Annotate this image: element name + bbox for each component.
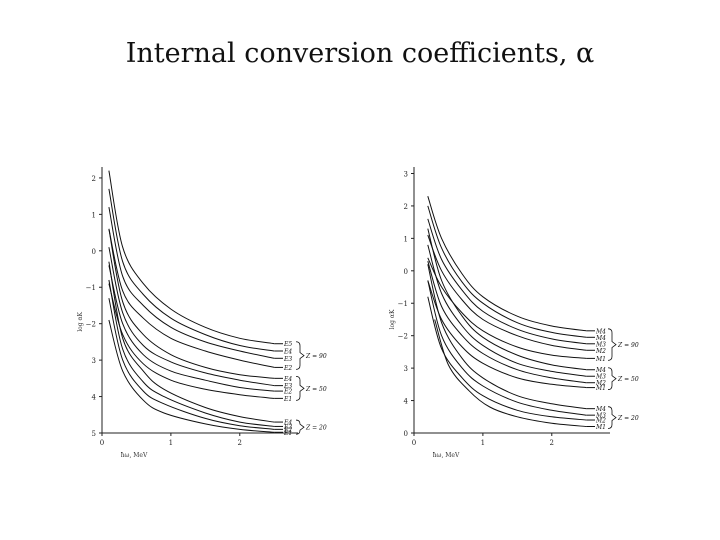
chart-0-x-tick-label-2: 2 (238, 439, 242, 447)
chart-0-series-line-9 (108, 279, 275, 427)
chart-1-series-line-1 (427, 205, 587, 338)
chart-1-series-line-0 (427, 196, 587, 332)
chart-0-series-label-4: E4 (283, 376, 292, 383)
chart-1-y-axis-label: log αK (389, 309, 396, 329)
chart-0-series-line-5 (108, 247, 275, 387)
chart-0-y-tick-label-4: −2 (86, 321, 96, 329)
chart-0-series-line-10 (108, 298, 275, 430)
chart-0-x-tick-label-0: 0 (100, 439, 104, 447)
chart-0-series-line-3 (108, 228, 275, 368)
chart-0-series-label-3: E2 (283, 365, 292, 372)
chart-0-y-tick-label-5: 3 (92, 357, 96, 365)
chart-0-group-label-2: Z = 20 (305, 425, 327, 432)
chart-1-series-line-3 (427, 234, 587, 351)
chart-0-series-line-8 (108, 261, 275, 423)
chart-1-group-brace-1 (607, 367, 617, 390)
chart-0-series-line-2 (108, 207, 275, 359)
chart-1-group-brace-0 (607, 328, 617, 361)
chart-1-series-label-0: M4 (595, 328, 606, 335)
chart-1-series-line-12 (434, 319, 587, 427)
chart-0-group-label-0: Z = 90 (305, 353, 327, 360)
chart-1-series-line-8 (427, 280, 587, 389)
chart-1-series-line-5 (427, 228, 587, 371)
chart-0-series-label-9: E3 (283, 424, 292, 431)
chart-1-series-label-11: M2 (595, 418, 606, 425)
chart-1-series-line-7 (427, 260, 587, 384)
chart-1-x-tick-label-0: 0 (412, 439, 416, 447)
chart-0-group-brace-2 (295, 419, 305, 435)
chart-1-series-line-2 (427, 218, 587, 345)
chart-1-x-axis-label: ħω, MeV (433, 452, 460, 459)
chart-0-series-label-7: E1 (283, 396, 292, 403)
chart-0-series-label-10: E2 (283, 427, 292, 434)
chart-1-series-label-6: M3 (595, 374, 606, 381)
chart-1-series-line-9 (427, 264, 587, 410)
chart-1-series-label-5: M4 (595, 367, 606, 374)
chart-1-series-line-6 (427, 244, 587, 377)
chart-1-series-line-11 (427, 296, 587, 421)
chart-0-series-line-6 (108, 265, 275, 392)
chart-0-series-line-1 (108, 188, 275, 352)
chart-0-series-label-1: E4 (283, 349, 292, 356)
chart-0-group-label-1: Z = 50 (305, 386, 327, 393)
chart-0-y-tick-label-6: 4 (92, 394, 97, 402)
chart-1-series-label-2: M3 (595, 341, 606, 348)
chart-0-series-label-2: E3 (283, 356, 292, 363)
chart-1-y-tick-label-8: 0 (404, 430, 408, 438)
chart-1-y-tick-label-5: −2 (398, 333, 408, 341)
chart-0-y-tick-label-3: −1 (86, 284, 96, 292)
chart-1-y-tick-label-1: 2 (404, 203, 408, 211)
chart-0-x-tick-label-1: 1 (169, 439, 173, 447)
chart-1-y-tick-label-6: 3 (404, 365, 408, 373)
chart-0-series-label-8: E4 (283, 420, 292, 427)
chart-0-series-label-6: E2 (283, 389, 292, 396)
chart-0-series-line-0 (108, 170, 275, 345)
chart-1-x-tick-label-2: 2 (550, 439, 554, 447)
chart-1-y-tick-label-4: −1 (398, 300, 408, 308)
chart-0-series-label-11: E1 (283, 430, 292, 437)
chart-0-y-tick-label-2: 0 (92, 248, 96, 256)
chart-1-group-label-1: Z = 50 (617, 376, 639, 383)
chart-1-x-tick-label-1: 1 (481, 439, 485, 447)
chart-0-y-tick-label-0: 2 (92, 175, 96, 183)
chart-1-y-tick-label-0: 3 (404, 170, 408, 178)
chart-0-group-brace-0 (295, 341, 305, 370)
chart-1-series-line-10 (427, 280, 587, 416)
chart-0-series-line-4 (108, 228, 275, 379)
chart-1-series-label-7: M2 (595, 380, 606, 387)
chart-1-y-tick-label-7: 4 (404, 398, 409, 406)
chart-1-series-label-8: M1 (595, 385, 606, 392)
chart-1-group-brace-2 (607, 406, 617, 429)
chart-1-series-line-4 (427, 257, 587, 359)
chart-1-series-label-12: M1 (595, 424, 606, 431)
chart-1-y-tick-label-3: 0 (404, 268, 408, 276)
chart-0-series-label-0: E5 (283, 341, 292, 348)
chart-1-series-label-9: M4 (595, 406, 606, 413)
slide-title: Internal conversion coefficients, α (125, 38, 595, 69)
chart-0-y-tick-label-1: 1 (92, 211, 96, 219)
chart-1-series-label-10: M3 (595, 413, 606, 420)
chart-1-series-label-4: M1 (595, 356, 606, 363)
chart-1-y-tick-label-2: 1 (404, 235, 408, 243)
chart-0-x-axis-label: ħω, MeV (121, 452, 148, 459)
chart-0-y-axis-label: log αK (77, 311, 84, 331)
chart-1-group-label-0: Z = 90 (617, 342, 639, 349)
chart-1-series-label-1: M4 (595, 335, 606, 342)
chart-1-series-label-3: M2 (595, 348, 606, 355)
chart-0-series-line-7 (108, 283, 275, 399)
chart-1-group-label-2: Z = 20 (617, 415, 639, 422)
chart-0-group-brace-1 (295, 375, 305, 401)
chart-0-series-line-11 (108, 319, 275, 433)
chart-0-y-tick-label-7: 5 (92, 430, 96, 438)
chart-0-series-label-5: E3 (283, 383, 292, 390)
